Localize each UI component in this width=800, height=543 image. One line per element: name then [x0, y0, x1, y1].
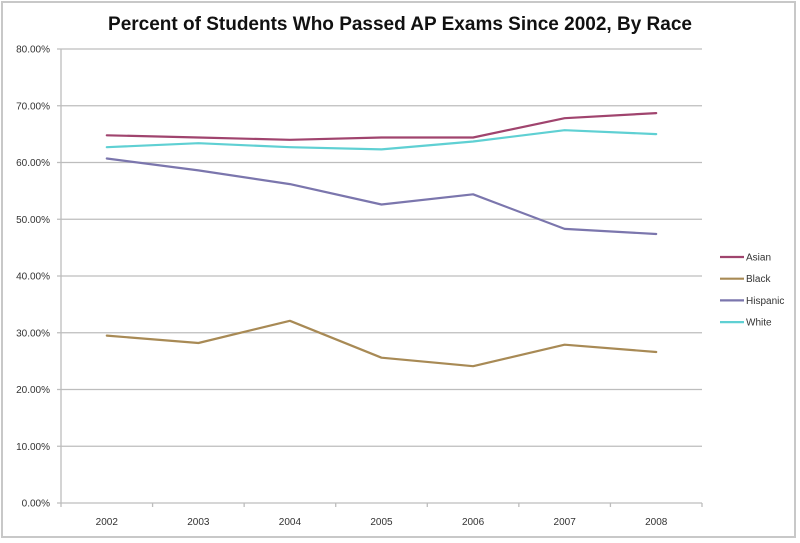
x-tick-label: 2003 [187, 517, 210, 528]
legend-label: Asian [746, 253, 771, 264]
legend-label: Black [746, 274, 771, 285]
x-tick-label: 2008 [645, 517, 668, 528]
y-tick-label: 80.00% [16, 45, 50, 56]
x-tick-label: 2006 [462, 517, 485, 528]
legend-item-white: White [720, 318, 772, 329]
y-tick-label: 0.00% [22, 499, 50, 510]
legend-label: Hispanic [746, 296, 784, 307]
series-line-white [105, 129, 658, 151]
series-line-asian [105, 111, 658, 141]
y-tick-label: 20.00% [16, 385, 50, 396]
gridlines [57, 48, 702, 504]
x-tick-label: 2004 [279, 517, 302, 528]
y-axis: 0.00% 10.00% 20.00% 30.00% 40.00% 50.00% 60.00… [16, 45, 62, 510]
y-tick-label: 70.00% [16, 101, 50, 112]
legend: Asian Black Hispanic White [720, 253, 784, 329]
legend-item-hispanic: Hispanic [720, 296, 784, 307]
y-tick-label: 30.00% [16, 328, 50, 339]
y-tick-label: 40.00% [16, 272, 50, 283]
y-tick-label: 60.00% [16, 158, 50, 169]
x-axis: 2002 2003 2004 2005 2006 2007 2008 [60, 503, 703, 528]
y-tick-label: 10.00% [16, 442, 50, 453]
legend-item-asian: Asian [720, 253, 771, 264]
series-line-black [105, 319, 658, 368]
legend-label: White [746, 318, 772, 329]
x-tick-label: 2007 [554, 517, 577, 528]
series-line-hispanic [105, 157, 658, 236]
chart-title: Percent of Students Who Passed AP Exams … [108, 14, 692, 35]
legend-item-black: Black [720, 274, 771, 285]
x-tick-label: 2002 [96, 517, 119, 528]
y-tick-label: 50.00% [16, 215, 50, 226]
x-tick-label: 2005 [370, 517, 393, 528]
series-lines [105, 111, 658, 368]
